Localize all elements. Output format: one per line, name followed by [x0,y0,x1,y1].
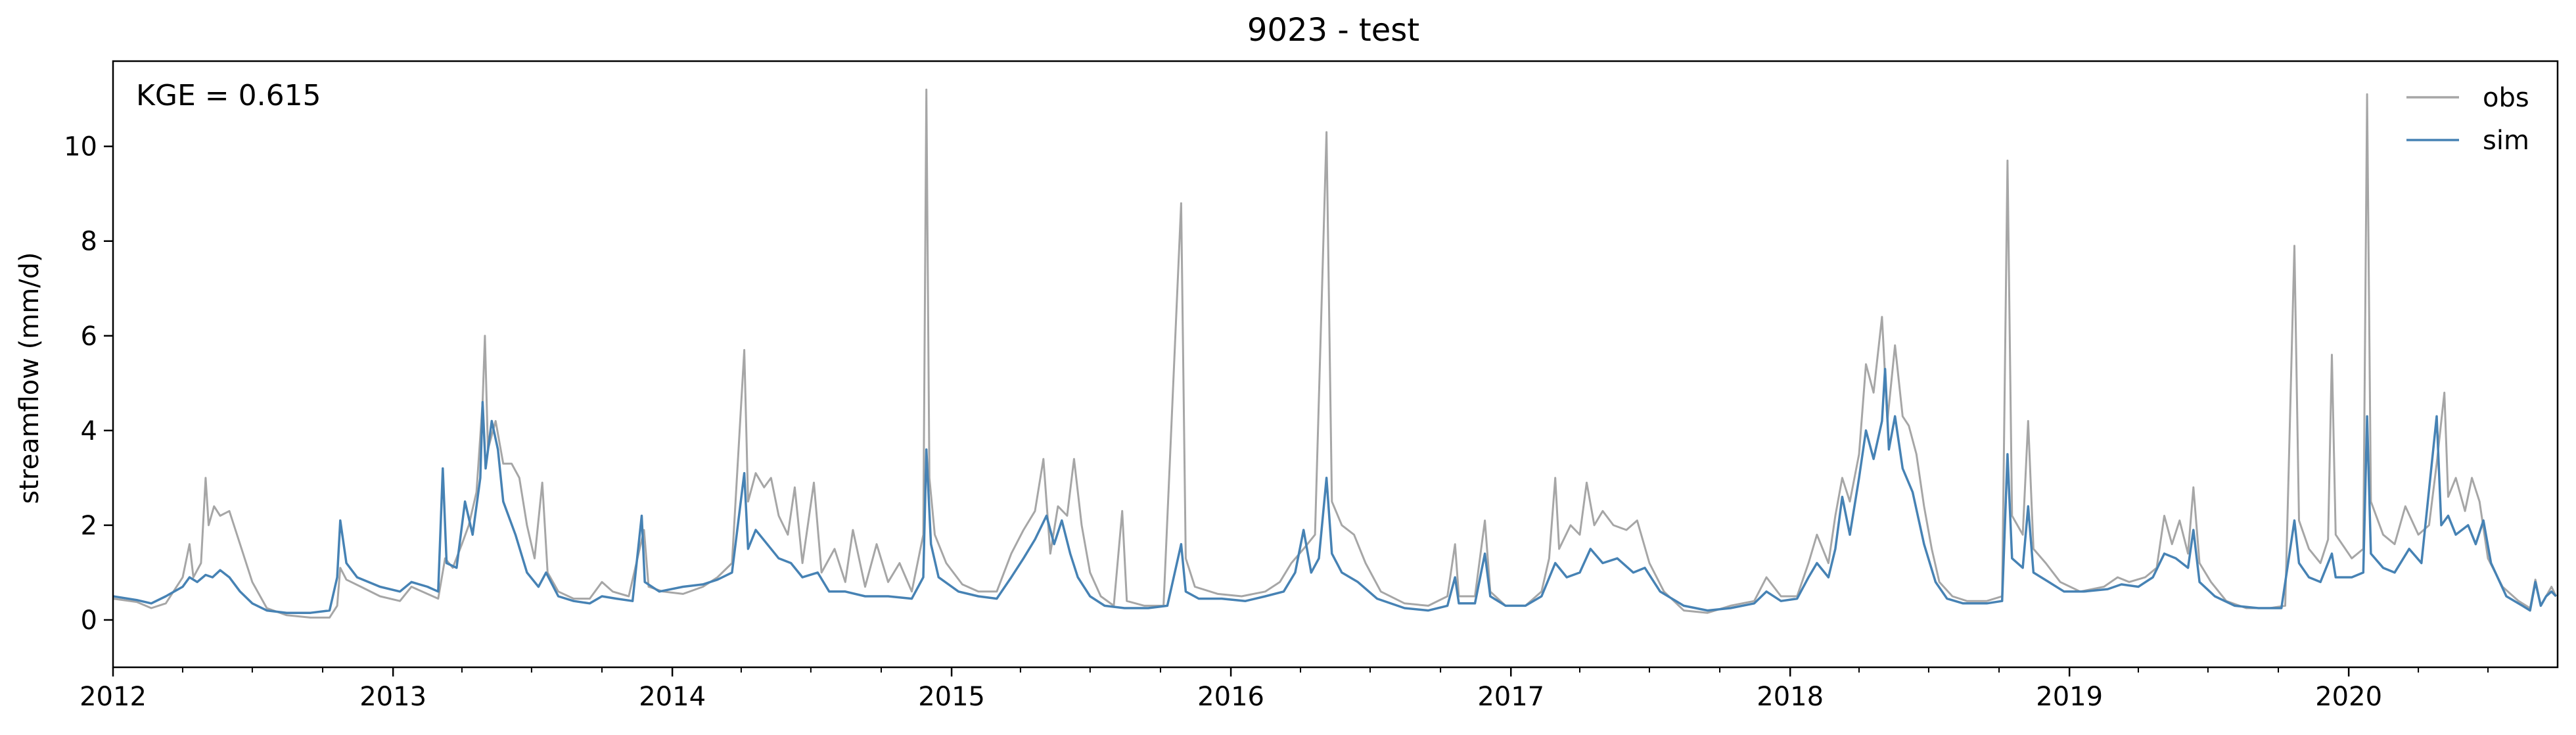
series-line-sim [113,368,2557,614]
y-tick-label: 0 [81,605,97,636]
x-tick-label: 2019 [2036,682,2103,712]
x-tick-label: 2016 [1197,682,1264,712]
y-tick-label: 10 [64,132,97,162]
legend-entry-sim: sim [2406,126,2529,156]
y-tick-label: 2 [81,511,97,541]
legend: obs sim [2406,83,2529,156]
legend-entry-obs: obs [2406,83,2529,113]
y-axis-ticks: 0 2 4 6 8 10 [64,132,113,636]
x-tick-label: 2018 [1757,682,1824,712]
plot-frame [112,60,2559,669]
x-axis-ticks: 2012 2013 2014 2015 2016 2017 2018 2019 2020 [80,667,2489,712]
x-tick-label: 2015 [918,682,985,712]
x-tick-label: 2017 [1477,682,1544,712]
x-tick-label: 2014 [639,682,706,712]
kge-annotation: KGE = 0.615 [136,79,321,112]
legend-label-obs: obs [2483,83,2529,113]
series-line-obs [113,88,2558,619]
y-tick-label: 8 [81,227,97,257]
series-layer [113,88,2558,619]
x-tick-label: 2013 [359,682,426,712]
legend-label-sim: sim [2483,126,2529,156]
x-tick-label: 2012 [80,682,147,712]
y-tick-label: 6 [81,321,97,352]
y-axis-label: streamflow (mm/d) [14,252,45,504]
x-tick-label: 2020 [2315,682,2382,712]
plot-area: 0 2 4 6 8 10 2012 2013 2014 2015 2016 2017 2018 2019… [64,60,2559,712]
y-tick-label: 4 [81,416,97,446]
chart-title: 9023 - test [1247,12,1419,49]
